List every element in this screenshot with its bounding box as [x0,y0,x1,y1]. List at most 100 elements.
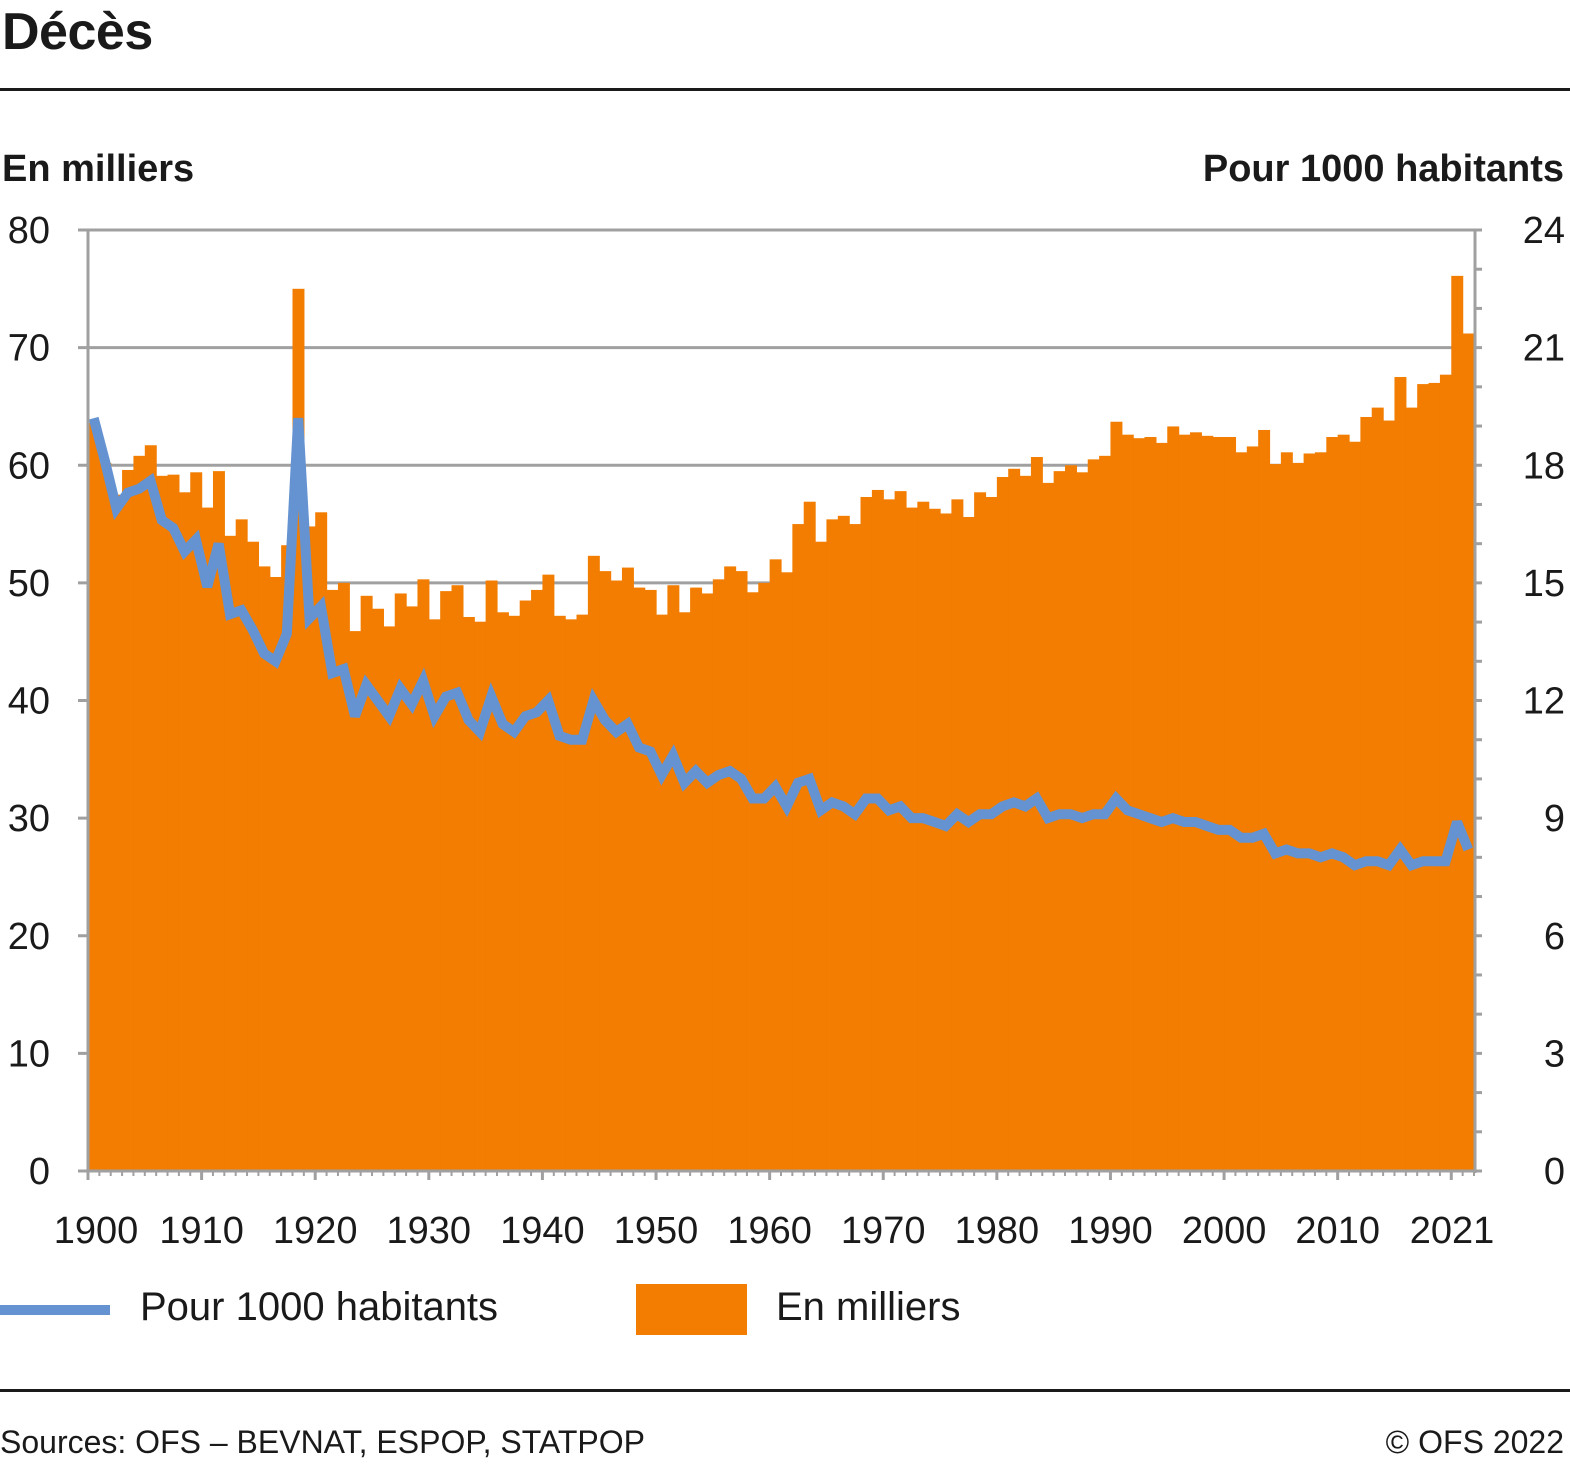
bar [1121,434,1134,1171]
tick-labels: 0 10 20 30 40 50 60 70 80 0 3 6 9 12 15 18 21 24 1900 1910 1… [8,210,1565,1252]
bar [417,579,430,1171]
bar [735,571,748,1171]
legend: Pour 1000 habitants En milliers [0,1283,1100,1335]
legend-label-pour-1000-habitants: Pour 1000 habitants [140,1285,499,1329]
bar [940,513,953,1171]
right-tick-label: 24 [1523,210,1565,252]
bar [1189,432,1202,1171]
bar [712,579,725,1171]
bar [1337,434,1350,1171]
copyright-note: © OFS 2022 [1385,1424,1564,1460]
bar [508,615,521,1171]
bar [315,512,328,1171]
x-tick-label: 1940 [500,1210,585,1252]
line-series-pour-1000-habitants [88,416,1473,872]
bar [553,615,566,1171]
bar [99,462,112,1171]
left-tick-label: 50 [8,563,50,605]
bar-series-en-milliers [88,275,1475,1172]
bar [428,619,441,1171]
bar [962,517,975,1171]
left-tick-label: 60 [8,445,50,487]
bar [599,571,612,1171]
bar [542,574,555,1171]
legend-label-en-milliers: En milliers [776,1285,961,1329]
right-tick-label: 9 [1544,798,1565,840]
bar [974,492,987,1171]
bar [724,566,737,1171]
bar [1417,384,1430,1172]
bar [1314,452,1327,1171]
axes [78,228,1482,1180]
bar [746,592,759,1171]
bar [996,477,1009,1171]
bar [531,589,544,1171]
bar [1019,475,1032,1172]
bar [792,524,805,1171]
legend-bar-swatch [636,1284,747,1335]
bar [292,288,305,1171]
bar [474,621,487,1171]
bar [247,541,260,1171]
right-tick-label: 15 [1523,563,1565,605]
bar [1144,437,1157,1171]
chart-title: Décès [2,3,153,61]
sources-note: Sources: OFS – BEVNAT, ESPOP, STATPOP [0,1424,645,1460]
x-tick-label: 1950 [614,1210,699,1252]
bar [1371,407,1384,1171]
bar [383,626,396,1171]
bar [269,576,282,1171]
bar [451,585,464,1171]
left-tick-label: 30 [8,798,50,840]
bar [1008,468,1021,1171]
bar [1201,435,1214,1172]
bar [701,593,714,1171]
x-tick-label: 1980 [955,1210,1040,1252]
bar [110,494,123,1171]
bar [394,593,407,1171]
bar [122,469,135,1172]
x-tick-label: 1930 [387,1210,472,1252]
left-tick-label: 70 [8,328,50,370]
left-tick-label: 80 [8,210,50,252]
bar [178,492,191,1171]
x-tick-label: 1960 [727,1210,812,1252]
bar [212,471,225,1171]
bar [690,587,703,1171]
bar [1292,462,1305,1171]
bar [144,445,157,1171]
bottom-divider [0,1389,1570,1392]
bar [803,501,816,1172]
bar [610,580,623,1171]
x-tick-label: 1990 [1068,1210,1153,1252]
bar [1405,407,1418,1171]
right-tick-label: 3 [1544,1033,1565,1075]
bar [337,582,350,1172]
bar [1212,437,1225,1171]
bar [496,612,509,1171]
bar [1042,482,1055,1171]
x-tick-label: 1900 [54,1210,139,1252]
bar [633,587,646,1171]
x-tick-label: 2010 [1295,1210,1380,1252]
bar [905,507,918,1172]
bar [678,612,691,1171]
bar [1326,437,1339,1171]
bar [1428,382,1441,1171]
bar [326,589,339,1171]
bar [656,614,668,1171]
right-tick-label: 21 [1523,328,1565,370]
chart-area: 0 10 20 30 40 50 60 70 80 0 3 6 9 12 15 18 21 24 1900 1910 1… [8,210,1565,1252]
bar [849,524,862,1171]
bar [1053,471,1066,1171]
bar [1451,275,1464,1171]
x-tick-label: 1920 [273,1210,358,1252]
bar [1360,417,1373,1171]
right-tick-label: 18 [1523,445,1565,487]
bar [621,567,634,1171]
bar [1133,438,1146,1171]
bar [1394,377,1407,1171]
bar [88,422,100,1171]
bar [1303,453,1316,1171]
bar [1235,452,1248,1171]
